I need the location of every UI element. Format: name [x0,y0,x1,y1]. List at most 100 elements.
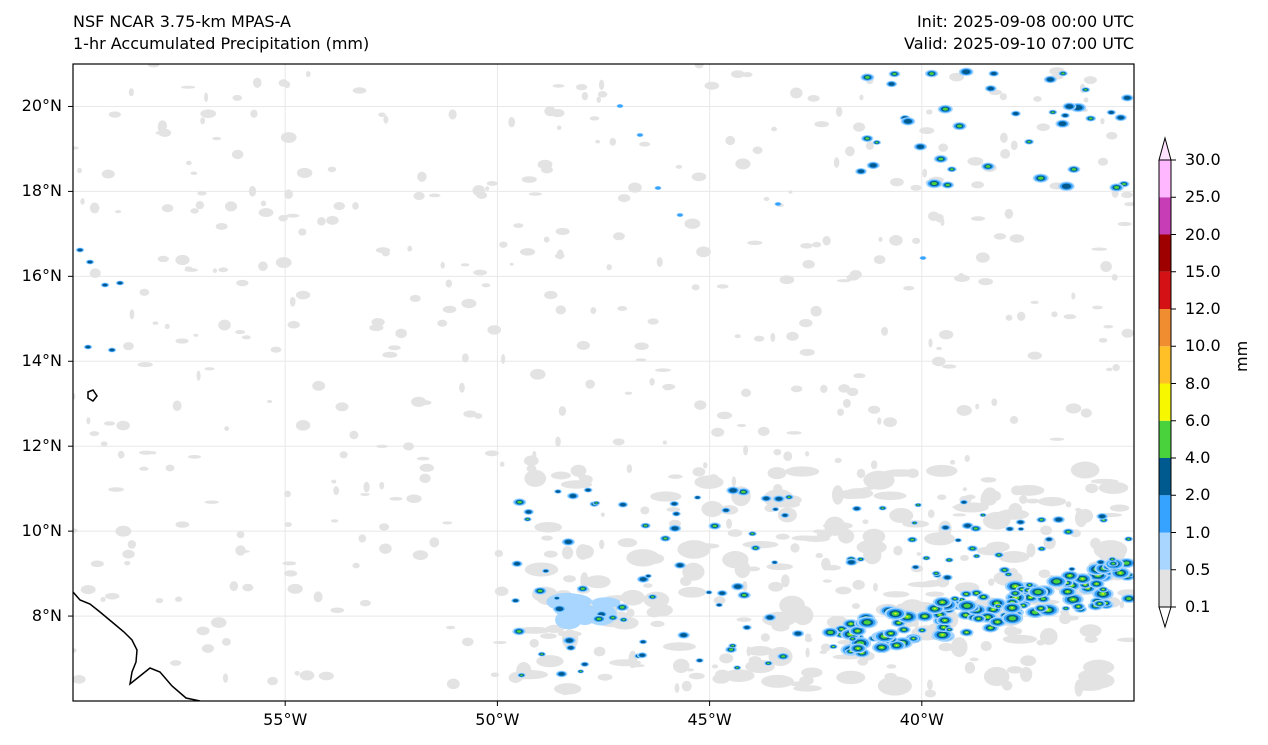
precip-cell [781,655,786,658]
precip-cell [180,85,196,89]
precip-cell [717,603,722,607]
precip-cell [920,256,926,260]
precip-cell [1009,234,1025,243]
precip-cell [1121,191,1133,199]
precip-cell [877,417,882,425]
precip-cell [1109,504,1130,512]
precip-cell [1008,616,1017,621]
precip-cell [676,563,684,568]
precip-cell [1077,606,1080,607]
precip-cell [786,331,799,341]
precip-cell [1102,519,1106,521]
precip-cell [773,448,782,456]
precip-cell [554,597,559,600]
precip-cell [473,269,488,276]
precip-cell [772,561,777,564]
precip-cell [389,496,403,501]
precip-cell [595,502,598,504]
precip-cell [352,562,360,569]
precip-cell [628,182,642,193]
precip-cell [626,608,635,618]
precip-cell [812,529,824,534]
precip-cell [164,323,170,330]
lat-tick-label: 16°N [21,266,62,286]
precip-cell [555,490,561,493]
precip-cell [287,583,303,594]
precip-cell [1000,132,1008,144]
precip-cell [555,305,566,315]
precip-cell [942,107,948,111]
precip-cell [941,601,944,603]
precip-cell [139,466,149,471]
precip-cell [565,638,574,643]
precip-cell [1121,328,1134,338]
precip-cell [926,679,933,690]
precip-cell [102,283,108,287]
precip-cell [691,284,700,291]
precip-cell [395,328,407,339]
precip-cell [763,496,770,501]
precip-cell [379,543,392,554]
precip-cell [766,615,774,620]
precip-cell [694,543,720,549]
precip-cell [747,240,763,245]
precip-cell [193,333,199,337]
precip-cell [856,539,887,555]
precip-cell [886,664,897,669]
precip-cell [868,405,881,414]
precip-cell [941,634,944,636]
precip-cell [103,421,116,426]
precip-cell [109,348,115,352]
precip-cell [537,589,543,593]
precip-cell [931,356,946,367]
precip-cell [964,661,976,674]
precip-cell [258,208,274,218]
precip-cell [1065,403,1082,414]
precip-cell [528,192,543,196]
precip-cell [196,626,210,636]
precip-cell [916,504,920,506]
precip-cell [218,319,231,331]
precip-cell [875,141,879,144]
precip-cell [971,181,985,189]
precip-cell [369,324,384,332]
precip-cell [442,521,453,525]
precip-cell [651,600,668,615]
precip-cell [646,574,651,578]
precip-cell [123,342,134,351]
precip-cell [729,488,737,493]
precip-cell [1117,115,1125,120]
precip-cell [1102,589,1104,590]
precip-cell [1083,659,1115,675]
precip-cell [992,608,995,611]
precip-cell [1012,111,1019,116]
precip-cell [161,204,174,213]
precip-cell [695,496,700,499]
precip-cell [846,387,859,397]
precip-cell [494,586,509,597]
precip-cell [1090,478,1119,484]
precip-cell [863,470,895,490]
precip-cell [815,553,824,559]
precip-cell [938,330,954,340]
precip-cell [964,523,971,528]
colorbar-level-label: 25.0 [1185,187,1221,207]
precip-cell [1124,202,1134,207]
precip-cell [723,508,729,512]
colorbar-level-label: 20.0 [1185,224,1221,244]
precip-cell [376,444,388,448]
precip-cell [723,669,755,683]
precip-cell [733,584,742,589]
colorbar-segment [1159,346,1171,384]
colorbar-level-label: 0.5 [1185,559,1211,579]
precip-cell [412,550,429,560]
precip-cell [655,368,671,372]
precip-cell [530,368,546,380]
precip-cell [437,319,448,327]
tobago-barbados-island [87,389,98,402]
precip-cell [913,565,918,569]
precip-cell [596,617,602,621]
precip-cell [417,171,427,182]
precip-cell [1013,592,1018,595]
precip-cell [1002,634,1037,644]
